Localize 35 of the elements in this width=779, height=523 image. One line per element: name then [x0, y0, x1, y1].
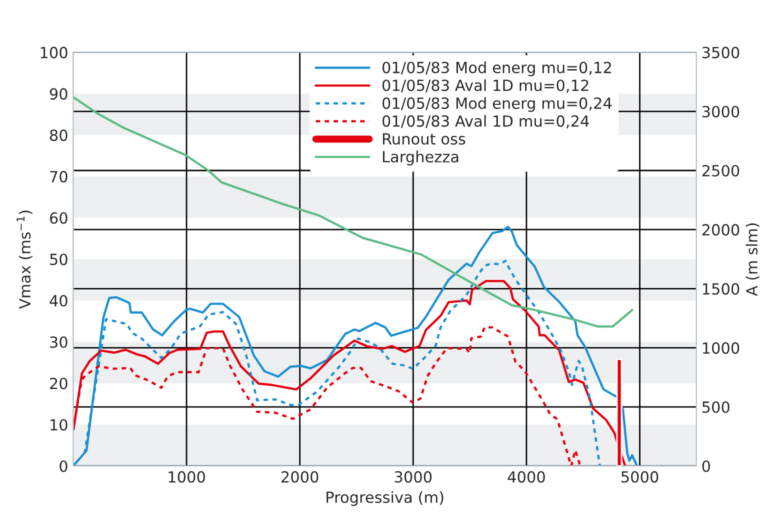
line-series	[73, 226, 638, 466]
x-axis-title: Progressiva (m)	[326, 491, 444, 506]
legend-label: Larghezza	[382, 150, 458, 166]
y-axis-title: Vmax (ms$^{−1}$)	[16, 210, 32, 309]
y-tick-label: 0	[60, 460, 68, 472]
y2-tick-label: 500	[702, 401, 730, 413]
y2-tick-label: 2000	[702, 224, 740, 236]
y-tick-label: 80	[50, 130, 68, 142]
x-tick-label: 2000	[282, 471, 318, 483]
y-tick-label: 100	[40, 46, 68, 58]
legend-label: 01/05/83 Aval 1D mu=0,24	[382, 114, 589, 128]
legend-label: 01/05/83 Mod energ mu=0,12	[382, 61, 611, 76]
y-tick-label: 90	[50, 88, 68, 100]
y2-tick-label: 1500	[702, 283, 740, 295]
x-tick-label: 1000	[168, 471, 205, 483]
x-tick-label: 4000	[508, 471, 545, 483]
y-tick-label: 20	[50, 378, 68, 390]
y2-axis-title: A (m slm)	[746, 223, 760, 296]
line-series	[73, 96, 634, 328]
legend-label: 01/05/83 Mod energ mu=0,24	[382, 97, 612, 112]
y2-tick-label: 0	[702, 460, 710, 472]
y-tick-label: 60	[50, 212, 68, 224]
legend-label: 01/05/83 Aval 1D mu=0,12	[382, 79, 588, 93]
y2-tick-label: 3000	[702, 106, 740, 118]
y2-tick-label: 1000	[702, 342, 740, 354]
x-tick-label: 3000	[394, 471, 432, 483]
y-tick-label: 50	[50, 254, 68, 266]
y-tick-label: 40	[50, 294, 68, 307]
legend-label: Runout oss	[382, 133, 466, 145]
y2-tick-label: 3500	[702, 46, 740, 58]
x-tick-label: 5000	[622, 471, 658, 483]
y-tick-label: 70	[50, 170, 68, 182]
y2-tick-label: 2500	[702, 164, 740, 177]
y-tick-label: 10	[50, 419, 68, 431]
y-tick-label: 30	[50, 336, 68, 348]
